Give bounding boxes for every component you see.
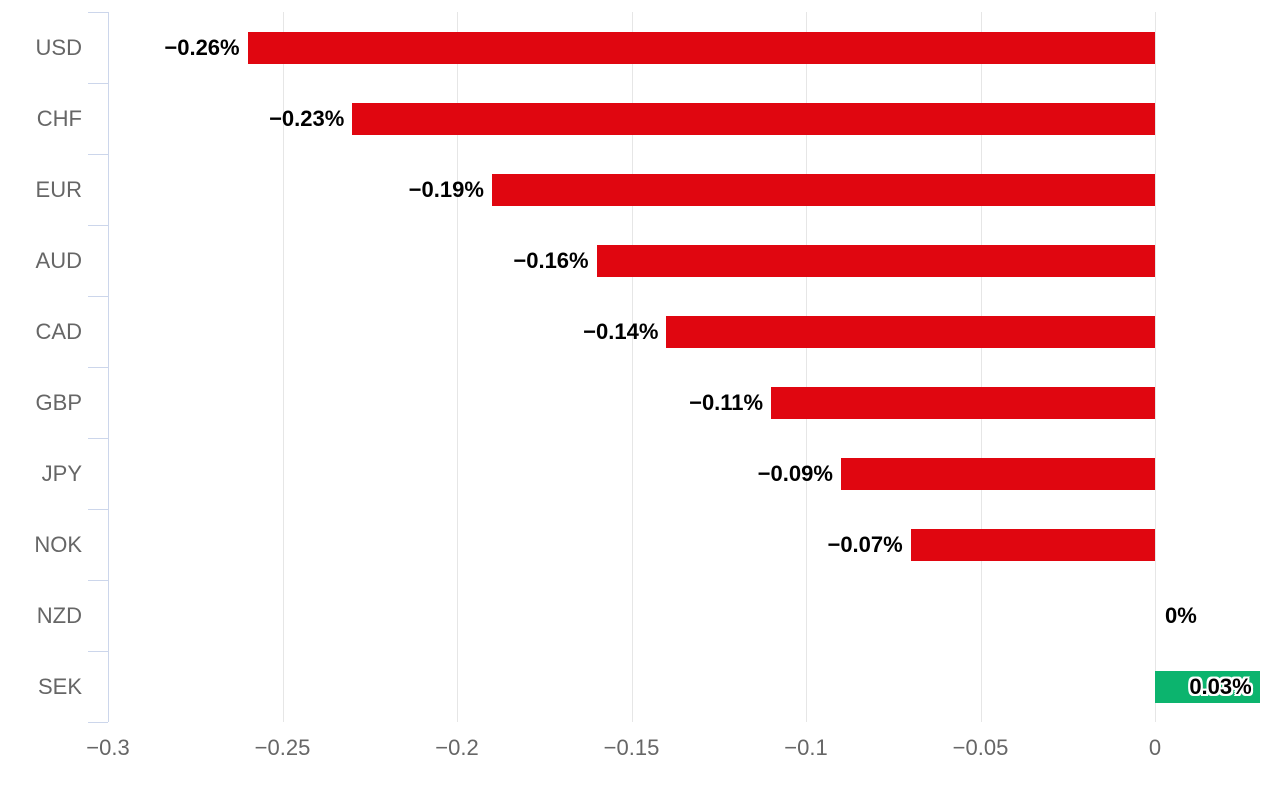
bar-USD[interactable] [247,31,1155,64]
gridline-−0.1 [806,12,807,722]
value-label-SEK: 0.03% [1189,673,1252,699]
value-label-JPY: −0.09% [757,460,833,486]
category-axis-tick [88,722,108,723]
bar-AUD[interactable] [596,244,1155,277]
value-label-GBP: −0.11% [689,389,764,415]
category-axis-tick [88,154,108,155]
bar-GBP[interactable] [771,386,1155,419]
x-axis-label-−0.2: −0.2 [435,735,479,760]
category-label-USD: USD [35,34,82,60]
category-label-AUD: AUD [35,247,82,273]
category-axis-tick [88,580,108,581]
value-label-CHF: −0.23% [269,105,345,131]
category-axis-tick [88,651,108,652]
bar-NOK[interactable] [910,528,1155,561]
gridline-−0.05 [980,12,982,722]
bar-JPY[interactable] [840,457,1155,490]
category-label-NOK: NOK [34,531,82,557]
category-label-CAD: CAD [35,318,82,344]
bar-EUR[interactable] [491,173,1155,206]
bar-SEK[interactable] [1155,670,1260,703]
category-label-EUR: EUR [35,176,82,202]
value-label-USD: −0.26% [164,34,240,60]
value-label-EUR: −0.19% [408,176,484,202]
value-label-AUD: −0.16% [513,247,589,273]
bar-CAD[interactable] [666,315,1155,348]
x-axis-label-0: 0 [1148,735,1162,760]
category-axis-tick [88,83,108,84]
category-label-NZD: NZD [36,602,82,628]
category-label-GBP: GBP [35,389,82,415]
bar-CHF[interactable] [352,102,1155,135]
x-axis-label-−0.25: −0.25 [254,735,311,760]
category-axis-tick [88,438,108,439]
gridline-0 [1155,12,1156,722]
category-label-SEK: SEK [37,673,82,699]
category-axis-tick [88,12,108,13]
value-label-NOK: −0.07% [827,531,903,557]
category-axis-tick [88,509,108,510]
x-axis-label-−0.1: −0.1 [784,735,828,760]
category-axis-tick [88,225,108,226]
gridline-−0.25 [282,12,284,722]
gridline-−0.15 [631,12,633,722]
category-label-JPY: JPY [41,460,82,486]
x-axis-label-−0.15: −0.15 [603,735,660,760]
gridline-−0.2 [457,12,458,722]
category-axis-line [108,12,109,722]
category-label-CHF: CHF [36,105,82,131]
category-axis-tick [88,296,108,297]
x-axis-label-−0.05: −0.05 [952,735,1009,760]
category-axis-tick [88,367,108,368]
value-label-NZD: 0% [1165,602,1197,628]
x-axis-label-−0.3: −0.3 [86,735,130,760]
value-label-CAD: −0.14% [583,318,659,344]
